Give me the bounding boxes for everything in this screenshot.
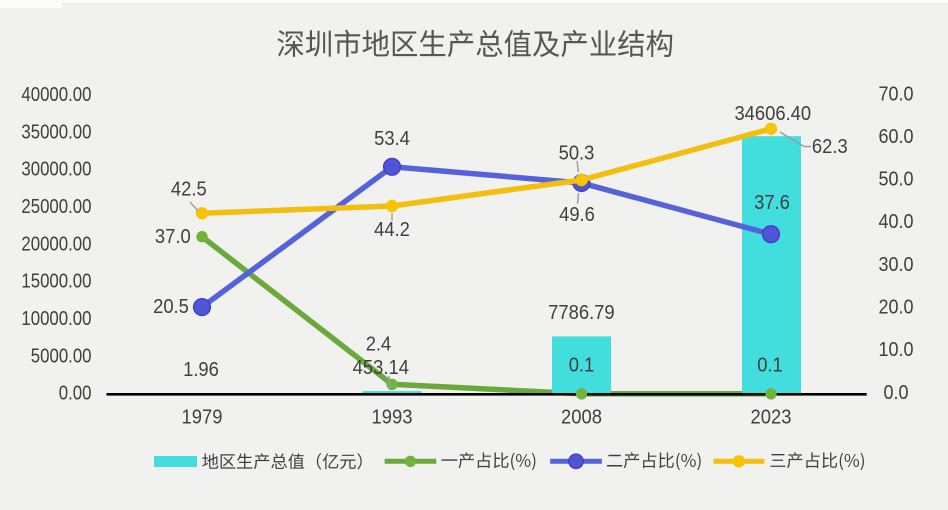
- svg-text:40000.00: 40000.00: [21, 84, 91, 106]
- svg-text:1.96: 1.96: [183, 359, 219, 381]
- svg-text:44.2: 44.2: [374, 219, 410, 241]
- svg-text:60.0: 60.0: [879, 126, 914, 148]
- svg-text:37.6: 37.6: [754, 192, 790, 214]
- svg-text:7786.79: 7786.79: [548, 302, 615, 324]
- svg-text:53.4: 53.4: [374, 128, 410, 150]
- svg-text:10000.00: 10000.00: [21, 308, 91, 330]
- svg-text:30000.00: 30000.00: [21, 159, 91, 181]
- svg-text:42.5: 42.5: [171, 179, 207, 201]
- svg-text:10.0: 10.0: [879, 339, 914, 361]
- svg-text:20.5: 20.5: [153, 296, 189, 318]
- svg-text:49.6: 49.6: [559, 204, 595, 226]
- svg-text:5000.00: 5000.00: [31, 345, 92, 367]
- svg-text:30.0: 30.0: [879, 254, 914, 276]
- svg-text:2.4: 2.4: [366, 334, 392, 356]
- svg-text:35000.00: 35000.00: [21, 121, 91, 143]
- svg-text:0.1: 0.1: [757, 355, 783, 377]
- svg-text:37.0: 37.0: [155, 226, 191, 248]
- svg-text:25000.00: 25000.00: [21, 196, 91, 218]
- svg-text:1993: 1993: [372, 407, 413, 429]
- svg-text:453.14: 453.14: [353, 357, 409, 379]
- svg-text:50.0: 50.0: [879, 169, 914, 191]
- svg-text:20000.00: 20000.00: [21, 233, 91, 255]
- svg-text:1979: 1979: [182, 407, 223, 429]
- svg-text:50.3: 50.3: [559, 143, 595, 165]
- svg-text:0.0: 0.0: [884, 382, 909, 404]
- svg-text:34606.40: 34606.40: [734, 103, 811, 125]
- svg-text:2023: 2023: [751, 407, 792, 429]
- svg-text:40.0: 40.0: [879, 211, 914, 233]
- svg-text:62.3: 62.3: [812, 136, 848, 158]
- svg-text:0.1: 0.1: [569, 355, 595, 377]
- svg-text:20.0: 20.0: [879, 297, 914, 319]
- svg-text:70.0: 70.0: [879, 83, 914, 105]
- svg-text:15000.00: 15000.00: [21, 271, 91, 293]
- svg-text:2008: 2008: [561, 407, 602, 429]
- svg-text:0.00: 0.00: [59, 383, 92, 405]
